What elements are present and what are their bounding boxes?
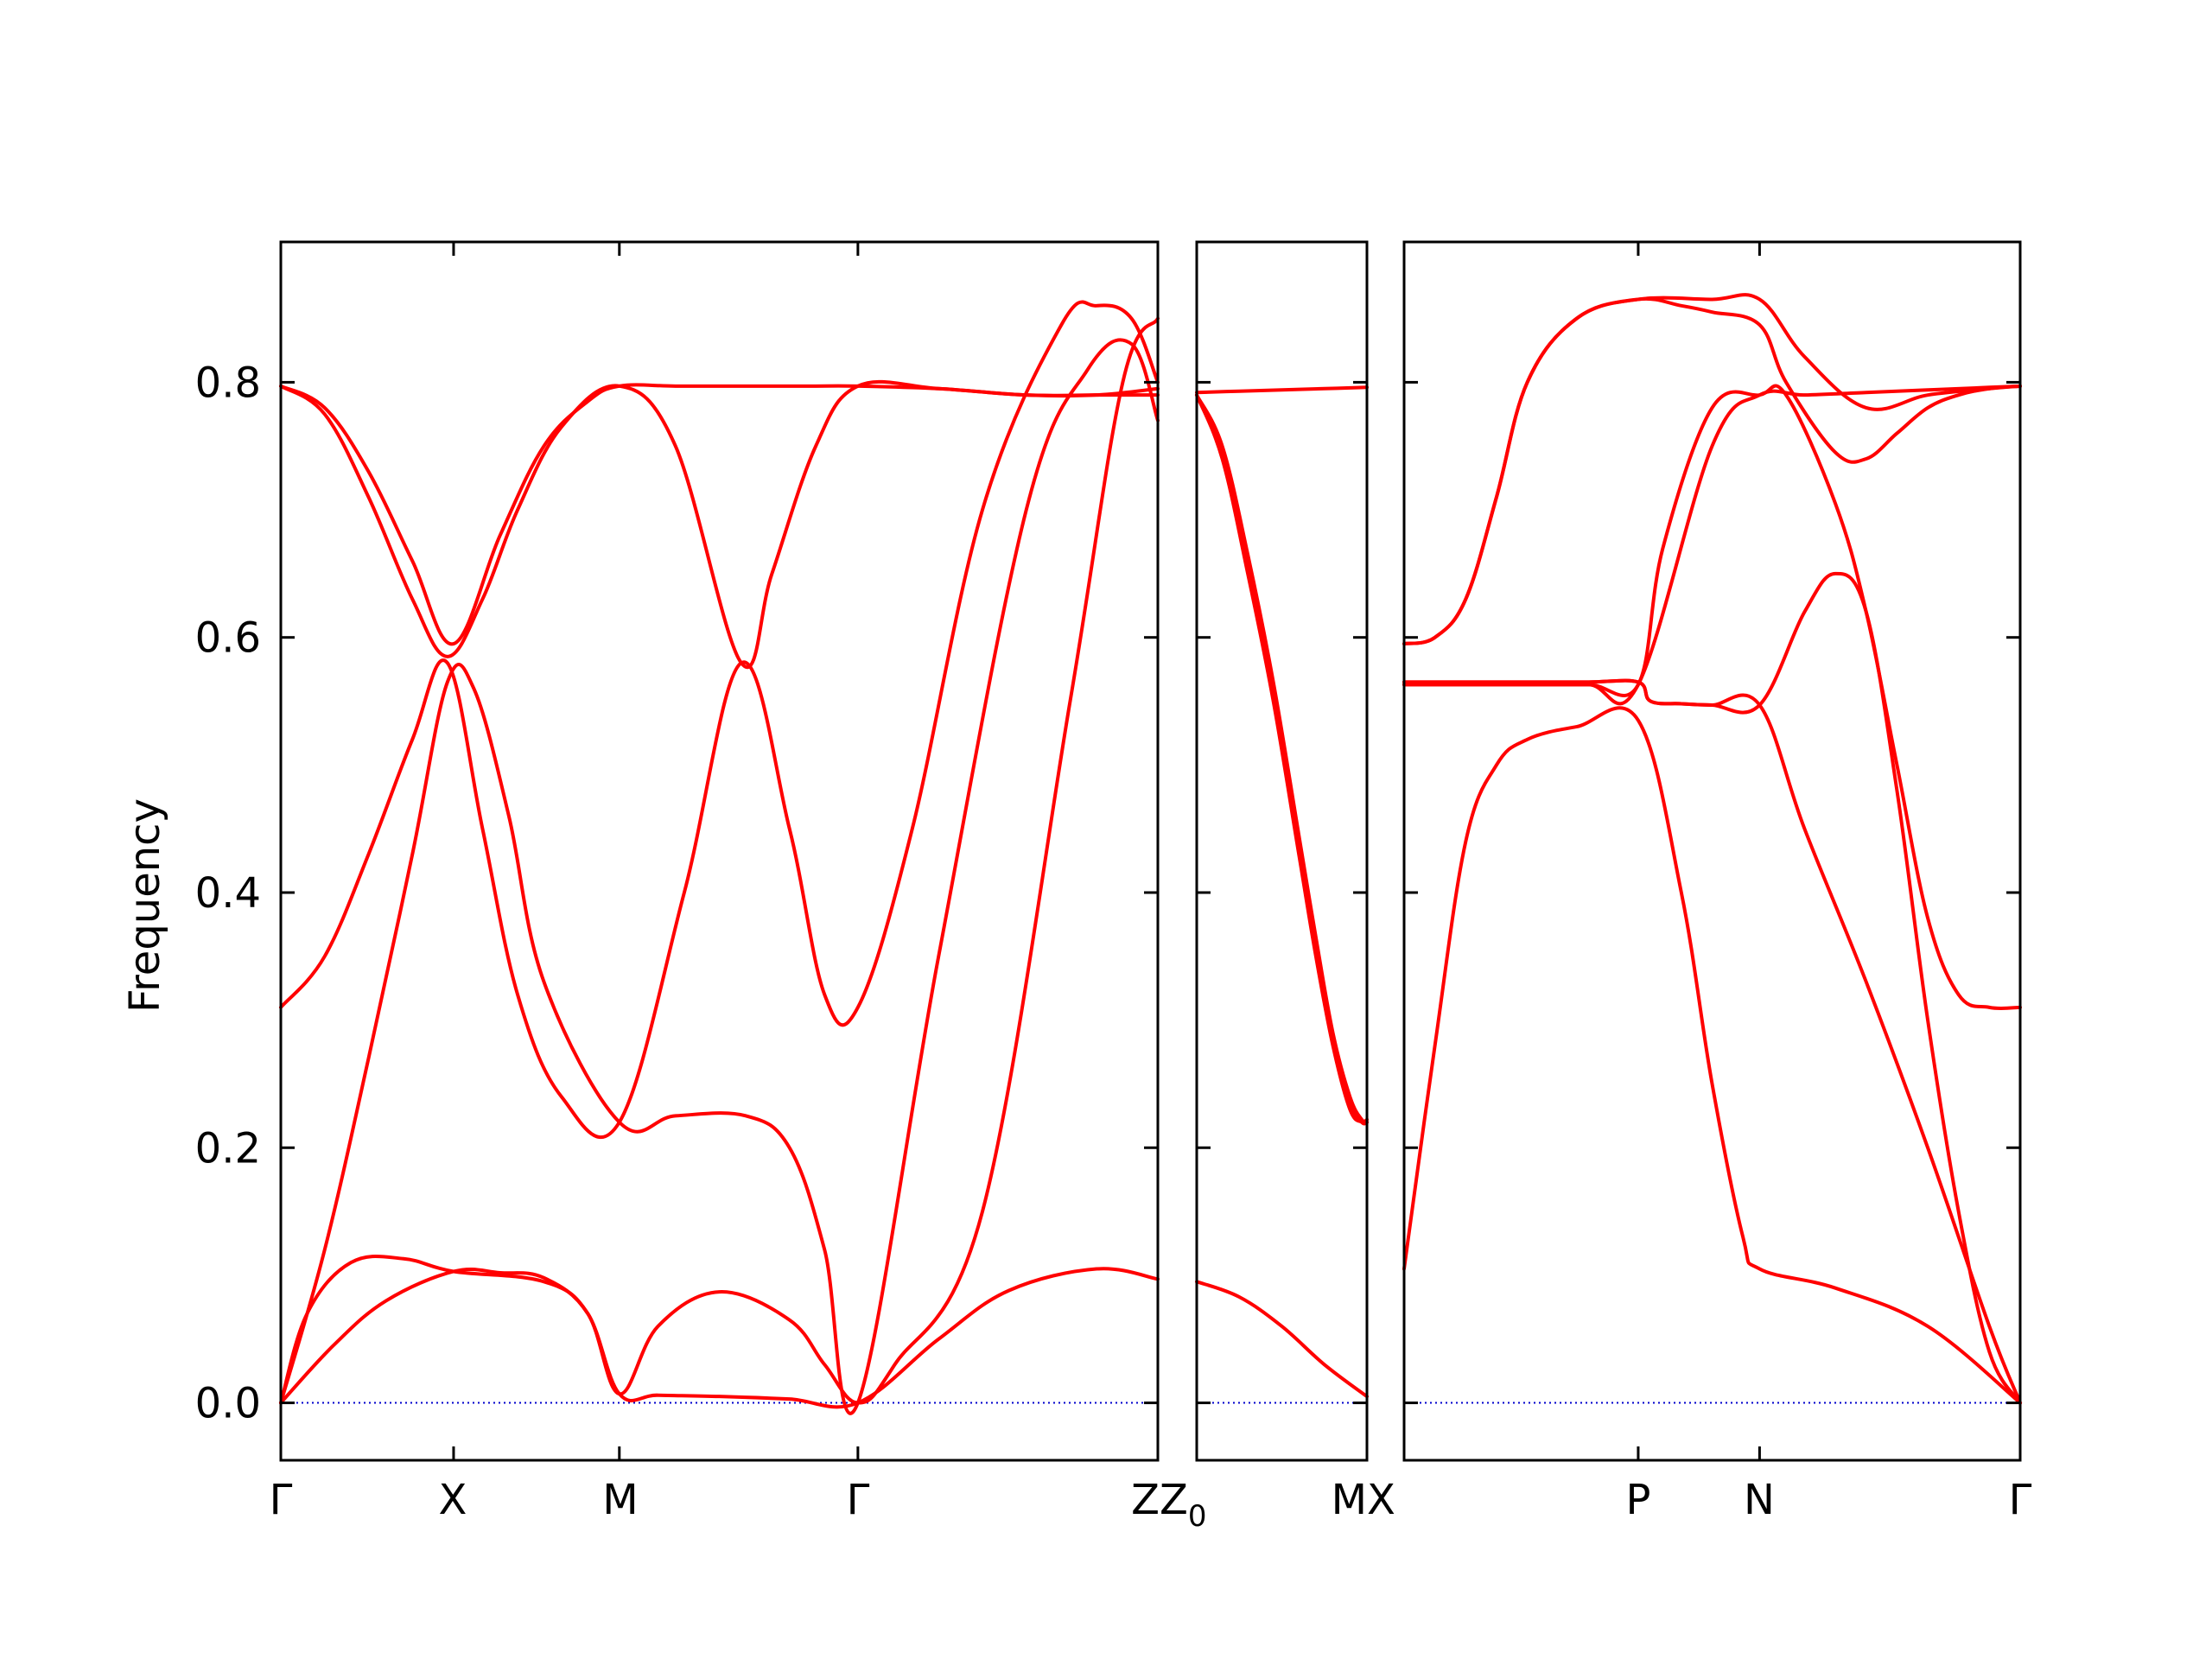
y-tick-labels: 0.0 0.2 0.4 0.6 0.8 [195, 359, 261, 1427]
series-line-band-1 [279, 1267, 1160, 1409]
series-line-band-4 [1402, 384, 2022, 1011]
x-tick-label: Γ [2009, 1476, 2032, 1524]
y-axis-label: Frequency [121, 798, 169, 1013]
x-tick-label: N [1744, 1476, 1775, 1524]
series-line-band-2 [1402, 678, 2022, 1405]
x-tick-label-main: Z [1160, 1476, 1188, 1524]
x-tick-label: M [1332, 1476, 1367, 1524]
x-tick-label: Γ [847, 1476, 870, 1524]
x-tick-label: Γ [270, 1476, 293, 1524]
x-tick-label: X [1367, 1476, 1395, 1524]
series-line-band-4 [1195, 393, 1369, 1123]
series-line-band-7 [1402, 384, 2022, 706]
y-tick-label: 0.4 [195, 869, 261, 918]
panel-frame [1195, 240, 1369, 1462]
panel-frame [279, 240, 1160, 1462]
x-tick-label-subscript: 0 [1188, 1499, 1207, 1534]
x-tick-label: Z0 [1160, 1476, 1207, 1534]
series-line-band-2 [1195, 393, 1369, 1125]
panel-1 [279, 240, 1160, 1462]
x-tick-label: M [602, 1476, 638, 1524]
x-tick-label: Z [1131, 1476, 1160, 1524]
series-line-band-2 [279, 316, 1160, 1405]
series-line-band-6 [279, 383, 1160, 646]
series-line-band-5 [1195, 385, 1369, 395]
panel-frame [1402, 240, 2022, 1462]
panel-3 [1402, 240, 2022, 1462]
series-line-band-1 [1402, 706, 2022, 1405]
series-line-band-4 [279, 300, 1160, 1139]
series-line-band-5 [279, 379, 1160, 670]
series-line-band-1 [1195, 1280, 1369, 1399]
panel-2 [1195, 240, 1369, 1462]
y-tick-label: 0.2 [195, 1124, 261, 1173]
y-tick-label: 0.8 [195, 359, 261, 407]
x-tick-labels: Γ X M Γ Z Z0 M X P N Γ [270, 1476, 2032, 1534]
series-line-band-3 [1402, 571, 2022, 1405]
x-tick-label: X [439, 1476, 467, 1524]
panels-layer [279, 240, 2022, 1462]
y-tick-label: 0.6 [195, 614, 261, 663]
series-line-band-6 [1402, 296, 2022, 646]
x-tick-label: P [1626, 1476, 1651, 1524]
series-line-band-5 [1402, 293, 2022, 646]
series-line-band-3 [279, 338, 1160, 1415]
y-tick-label: 0.0 [195, 1380, 261, 1428]
